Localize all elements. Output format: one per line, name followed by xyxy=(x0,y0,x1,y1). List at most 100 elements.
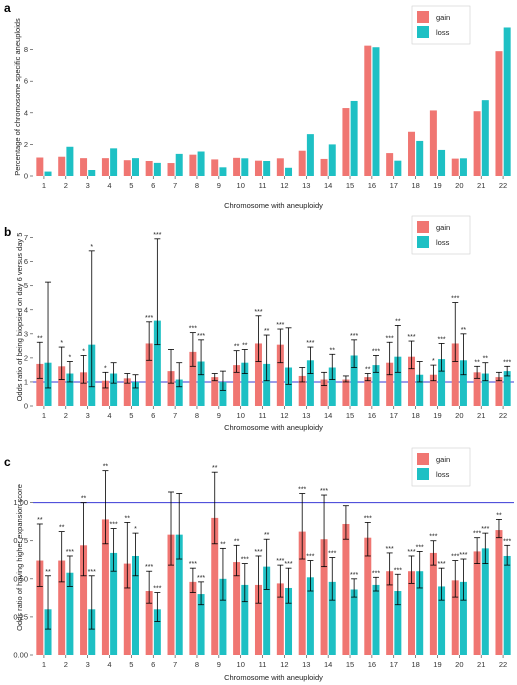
x-tick-label: 2 xyxy=(64,181,68,190)
significance-label: *** xyxy=(451,554,459,561)
bar-gain xyxy=(58,366,66,406)
bar-gain xyxy=(429,552,437,655)
bar-gain xyxy=(320,379,328,406)
bar-loss xyxy=(263,566,271,655)
significance-label: *** xyxy=(153,232,161,239)
bar-loss xyxy=(503,371,511,406)
bar-gain xyxy=(429,110,437,176)
bar-loss xyxy=(175,534,183,655)
bar-loss xyxy=(110,373,118,406)
bar-loss xyxy=(219,381,227,406)
bar-loss xyxy=(285,167,293,176)
significance-label: *** xyxy=(145,315,153,322)
significance-label: ** xyxy=(45,569,51,576)
bar-gain xyxy=(429,374,437,406)
bar-gain xyxy=(101,380,109,406)
x-axis-title: Chromosome with aneuploidy xyxy=(224,423,323,432)
significance-label: ** xyxy=(461,327,467,334)
x-tick-label: 22 xyxy=(499,660,507,669)
bar-gain xyxy=(145,160,153,176)
legend-swatch-loss xyxy=(417,236,429,248)
y-tick-label: 0.75 xyxy=(13,536,28,545)
legend-label-gain: gain xyxy=(436,455,450,464)
chart-panel-b: b Odds ratio of being biopsied on day 6 v… xyxy=(4,215,514,432)
bar-gain xyxy=(233,562,241,655)
significance-label: * xyxy=(69,355,72,362)
y-tick-label: 2 xyxy=(24,140,28,149)
significance-label: ** xyxy=(474,359,480,366)
legend-swatch-loss xyxy=(417,468,429,480)
bar-gain xyxy=(36,560,44,655)
significance-label: *** xyxy=(372,348,380,355)
bar-gain xyxy=(276,344,284,406)
legend-label-gain: gain xyxy=(436,13,450,22)
bar-gain xyxy=(36,363,44,406)
x-tick-label: 11 xyxy=(259,660,267,669)
bar-loss xyxy=(44,171,52,176)
significance-label: *** xyxy=(241,557,249,564)
bar-gain xyxy=(233,365,241,406)
bar-loss xyxy=(219,167,227,176)
x-tick-label: 2 xyxy=(64,660,68,669)
x-tick-label: 6 xyxy=(151,411,155,420)
significance-label: ** xyxy=(37,517,43,524)
bar-gain xyxy=(58,156,66,176)
bar-loss xyxy=(372,47,380,177)
x-tick-label: 17 xyxy=(390,660,398,669)
x-tick-label: 15 xyxy=(346,660,354,669)
significance-label: *** xyxy=(350,333,358,340)
y-tick-label: 0.50 xyxy=(13,574,28,583)
significance-label: *** xyxy=(284,561,292,568)
x-tick-label: 2 xyxy=(64,411,68,420)
significance-label: ** xyxy=(395,318,401,325)
significance-label: ** xyxy=(103,464,109,471)
x-tick-label: 1 xyxy=(42,181,46,190)
bar-gain xyxy=(342,379,350,406)
x-tick-label: 7 xyxy=(173,660,177,669)
bar-loss xyxy=(153,162,161,176)
bar-loss xyxy=(131,555,139,655)
x-tick-label: 9 xyxy=(217,181,221,190)
significance-label: * xyxy=(82,348,85,355)
bar-loss xyxy=(197,361,205,406)
significance-label: ** xyxy=(264,532,270,539)
x-tick-label: 9 xyxy=(217,411,221,420)
x-tick-label: 19 xyxy=(433,660,441,669)
x-tick-label: 17 xyxy=(390,411,398,420)
x-tick-label: 4 xyxy=(107,181,111,190)
x-axis-title: Chromosome with aneuploidy xyxy=(224,201,323,210)
x-tick-label: 14 xyxy=(324,181,332,190)
x-tick-label: 5 xyxy=(129,411,133,420)
bar-gain xyxy=(495,51,503,176)
x-tick-label: 3 xyxy=(86,411,90,420)
bar-gain xyxy=(298,375,306,406)
bar-loss xyxy=(263,363,271,406)
significance-label: * xyxy=(134,526,137,533)
bar-loss xyxy=(416,374,424,406)
bar-loss xyxy=(197,151,205,176)
significance-label: ** xyxy=(37,335,43,342)
significance-label: ** xyxy=(242,342,248,349)
bar-gain xyxy=(386,571,394,655)
significance-label: *** xyxy=(416,544,424,551)
x-tick-label: 12 xyxy=(280,660,288,669)
y-tick-label: 0.00 xyxy=(13,651,28,660)
bar-loss xyxy=(350,355,358,406)
bar-loss xyxy=(285,587,293,655)
significance-label: * xyxy=(90,244,93,251)
significance-label: * xyxy=(60,340,63,347)
significance-label: *** xyxy=(197,333,205,340)
y-tick-label: 3 xyxy=(24,329,28,338)
y-tick-label: 0.25 xyxy=(13,612,28,621)
bar-gain xyxy=(145,591,153,655)
significance-label: *** xyxy=(189,561,197,568)
x-tick-label: 16 xyxy=(368,411,376,420)
bar-loss xyxy=(438,359,446,406)
x-tick-label: 12 xyxy=(280,411,288,420)
y-axis-title: Percentage of chromosome specific aneupl… xyxy=(13,18,22,176)
x-tick-label: 6 xyxy=(151,181,155,190)
chart-panel-c: c Odds ratio of having higher expansion s… xyxy=(4,447,514,682)
y-tick-label: 1.00 xyxy=(13,498,28,507)
bar-loss xyxy=(263,160,271,176)
x-tick-label: 21 xyxy=(477,181,485,190)
